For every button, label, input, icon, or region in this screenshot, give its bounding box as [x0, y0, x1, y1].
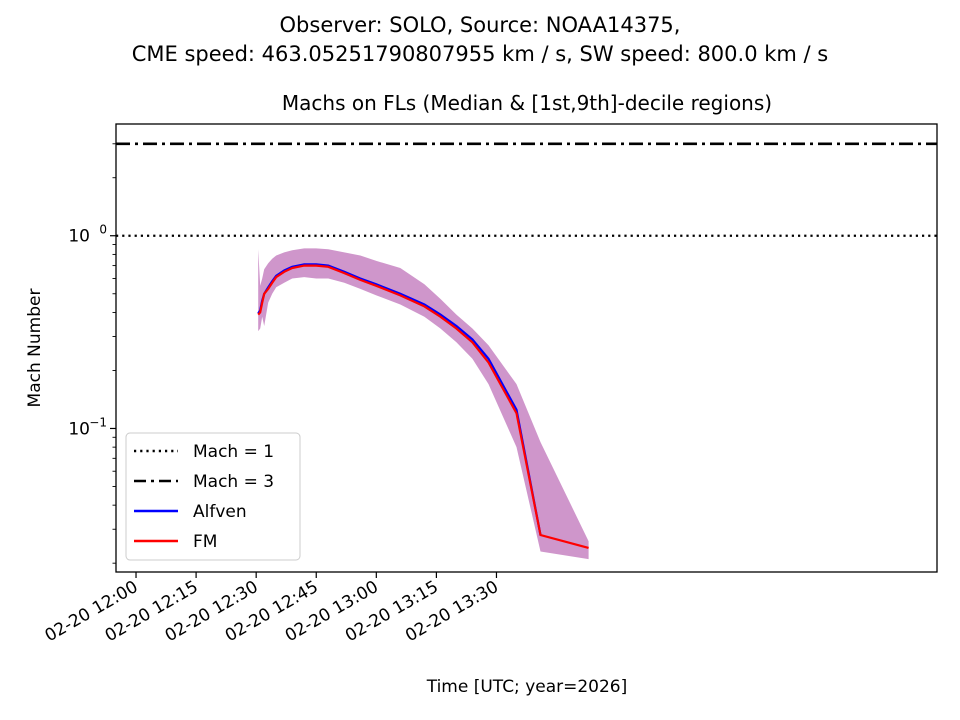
legend: Mach = 1 Mach = 3 Alfven FM [125, 432, 301, 561]
legend-label: Mach = 3 [193, 472, 274, 492]
decile-band [258, 248, 589, 560]
y-tick-exponent: −1 [89, 415, 107, 429]
legend-label: Mach = 1 [193, 442, 274, 462]
chart-title: Machs on FLs (Median & [1st,9th]-decile … [282, 91, 772, 115]
legend-frame [125, 432, 301, 561]
axes-frame [115, 123, 938, 573]
suptitle-line-1: Observer: SOLO, Source: NOAA14375, [280, 13, 681, 37]
series-fm-line [257, 264, 589, 549]
suptitle-line-2: CME speed: 463.05251790807955 km / s, SW… [132, 42, 828, 66]
legend-label: Alfven [193, 502, 247, 522]
y-tick-label: 10 [68, 419, 90, 439]
plot-area [116, 142, 937, 560]
y-axis-label: Mach Number [25, 289, 45, 408]
legend-label: FM [193, 532, 217, 552]
x-axis-label: Time [UTC; year=2026] [426, 677, 628, 697]
y-tick-exponent: 0 [99, 223, 107, 237]
y-tick-label: 10 [68, 227, 90, 247]
